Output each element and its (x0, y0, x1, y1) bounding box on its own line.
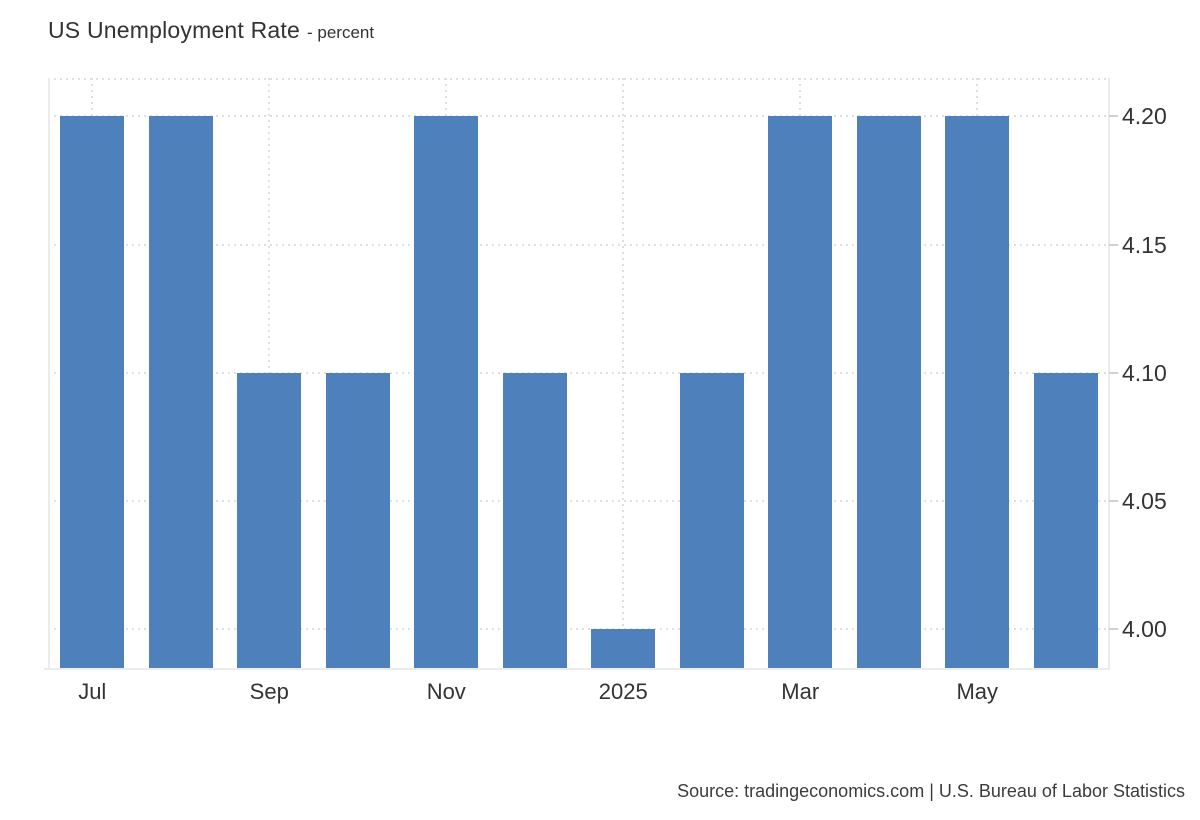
y-axis-tick (1109, 371, 1118, 374)
x-axis-tick-label: Nov (426, 679, 466, 704)
horizontal-gridline (48, 627, 1110, 630)
bar[interactable] (502, 372, 567, 668)
bar[interactable] (1033, 372, 1098, 668)
x-axis-tick-label: Sep (249, 679, 289, 704)
horizontal-gridline (48, 243, 1110, 246)
vertical-gridline (622, 78, 625, 670)
source-attribution: Source: tradingeconomics.com | U.S. Bure… (677, 781, 1185, 801)
y-axis-tick-label: 4.10 (1122, 359, 1167, 386)
bar[interactable] (237, 372, 302, 668)
bar[interactable] (148, 116, 213, 668)
bar[interactable] (325, 372, 390, 668)
x-axis-tick-label: 2025 (598, 679, 648, 704)
plot-border-left (48, 78, 50, 670)
y-axis-tick-label: 4.00 (1122, 615, 1167, 642)
y-axis-tick (1109, 499, 1118, 502)
chart-subtitle: - percent (307, 23, 375, 42)
bar[interactable] (414, 116, 479, 668)
y-axis-tick-label: 4.20 (1122, 103, 1167, 130)
bar[interactable] (768, 116, 833, 668)
y-axis-tick (1109, 243, 1118, 246)
y-axis-tick (1109, 115, 1118, 118)
chart-header: US Unemployment Rate - percent (48, 17, 374, 44)
y-axis-tick (1109, 627, 1118, 630)
bar[interactable] (945, 116, 1010, 668)
horizontal-gridline (48, 371, 1110, 374)
bar[interactable] (679, 372, 744, 668)
x-axis-tick-label: Jul (78, 679, 107, 704)
bar[interactable] (591, 628, 656, 668)
bar[interactable] (60, 116, 125, 668)
bar-chart-plot-area: 4.20 4.15 4.10 4.05 4.00 Jul Sep Nov 2025 Mar May (44, 78, 1167, 704)
bar[interactable] (856, 116, 921, 668)
x-axis-tick-label: May (956, 679, 999, 704)
plot-border-top (48, 78, 1110, 80)
x-axis-tick-label: Mar (781, 679, 820, 704)
plot-border-right (1108, 78, 1110, 670)
chart-title: US Unemployment Rate (48, 17, 300, 43)
horizontal-gridline (48, 499, 1110, 502)
y-axis-tick-label: 4.15 (1122, 231, 1167, 258)
horizontal-gridline (48, 115, 1110, 118)
plot-border-bottom (44, 668, 1110, 670)
y-axis-tick-label: 4.05 (1122, 487, 1167, 514)
